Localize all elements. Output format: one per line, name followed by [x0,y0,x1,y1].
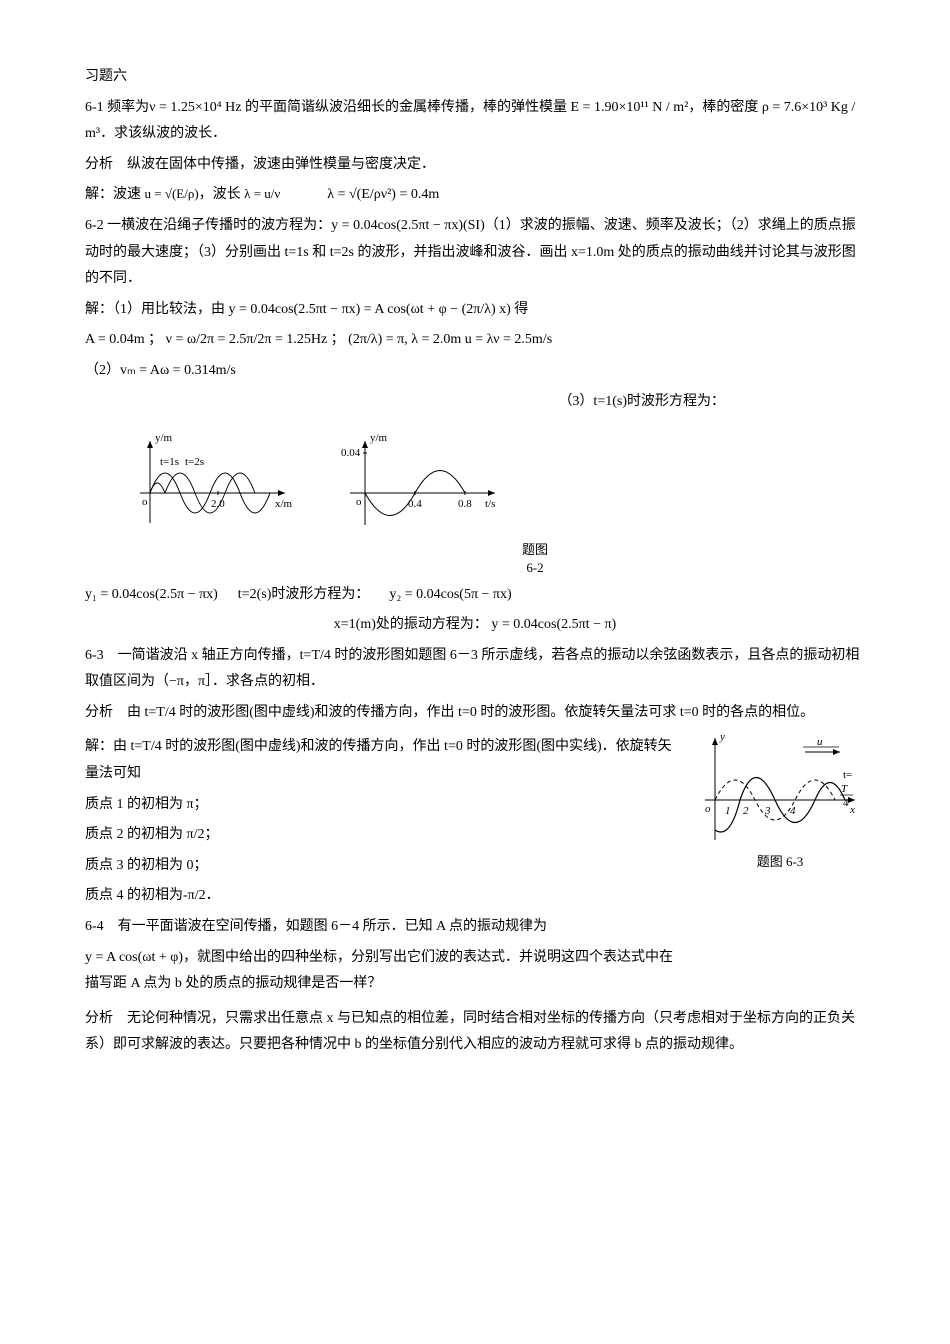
svg-text:T: T [841,783,848,795]
q63-analysis: 分析 由 t=T/4 时的波形图(图中虚线)和波的传播方向，作出 t=0 时的波… [85,700,865,727]
svg-text:3: 3 [764,805,771,817]
q62-x1-label: x=1(m)处的振动方程为： [334,617,488,632]
q62-sol1: 解：（1）用比较法，由 y = 0.04cos(2.5πt − πx) = A … [85,297,865,324]
svg-text:t=2s: t=2s [185,456,204,468]
q62-eq: y = 0.04cos(2.5πt − πx)(SI) [331,218,485,233]
svg-text:1: 1 [725,805,731,817]
q-6-2: 6-2 一横波在沿绳子传播时的波方程为：y = 0.04cos(2.5πt − … [85,213,865,293]
q61-sol-c: ，波长 [199,187,245,202]
q62-sol3: （2）vₘ = Aω = 0.314m/s [85,358,865,385]
svg-text:2: 2 [743,805,749,817]
q63-pt3: 质点 3 的初相为 0； [85,853,683,880]
figures-6-2: y/m x/m o t=1s t=2s 2.0 0.04 y/m t/s o 0… [125,433,865,533]
q64-eq: y = A cos(ωt + φ) [85,950,183,965]
q-6-3: 6-3 一简谐波沿 x 轴正方向传播，t=T/4 时的波形图如题图 6－3 所示… [85,643,865,696]
figure-6-2-left: y/m x/m o t=1s t=2s 2.0 [125,433,295,533]
q61-E: E = 1.90×10¹¹ N / m² [571,100,689,115]
svg-text:u: u [817,736,823,748]
svg-text:y/m: y/m [155,433,173,444]
svg-text:2.0: 2.0 [211,498,225,510]
svg-text:x/m: x/m [275,498,293,510]
q61-sol-a: 解：波速 [85,187,145,202]
q62-s1b: y = 0.04cos(2.5πt − πx) = A cos(ωt + φ −… [229,302,511,317]
figure-6-2-right: 0.04 y/m t/s o 0.4 0.8 [335,433,505,533]
q61-sol-result: λ = √(E/ρν²) = 0.4m [327,187,439,202]
q63-pt4: 质点 4 的初相为-π/2． [85,883,683,910]
fig-6-3-caption: 题图 6-3 [695,850,865,875]
q64-line2: y = A cos(ωt + φ)，就图中给出的四种坐标，分别写出它们波的表达式… [85,945,683,998]
svg-text:t/s: t/s [485,498,495,510]
q61-sol-u: u = √(E/ρ) [145,186,199,201]
fig-6-2-caption: 题图 6-2 [205,541,865,577]
q62-s1c: 得 [511,302,529,317]
q61-sol-lambda: λ = u/ν [244,186,280,201]
svg-text:t=1s: t=1s [160,456,179,468]
q62-y1-y2: y₁ = 0.04cos(2.5π − πx) t=2(s)时波形方程为： y₂… [85,582,865,609]
svg-text:4: 4 [790,805,796,817]
q61-solution: 解：波速 u = √(E/ρ)，波长 λ = u/ν λ = √(E/ρν²) … [85,182,865,209]
q64-analysis: 分析 无论何种情况，只需求出任意点 x 与已知点的相位差，同时结合相对坐标的传播… [85,1006,865,1059]
q61-text-c: 的平面简谐纵波沿细长的金属棒传播，棒的弹性模量 [242,100,571,115]
q63-solution: 解：由 t=T/4 时的波形图(图中虚线)和波的传播方向，作出 t=0 时的波形… [85,734,683,787]
q62-x1-eq: y = 0.04cos(2.5πt − π) [491,617,616,632]
q62-sol2: A = 0.04m ； ν = ω/2π = 2.5π/2π = 1.25Hz … [85,327,865,354]
q-6-1: 6-1 频率为ν = 1.25×10⁴ Hz 的平面简谐纵波沿细长的金属棒传播，… [85,95,865,148]
q63-pt1: 质点 1 的初相为 π； [85,792,683,819]
svg-text:o: o [142,496,148,508]
svg-text:4: 4 [843,797,849,809]
svg-text:0.8: 0.8 [458,498,472,510]
q62-x1: x=1(m)处的振动方程为： y = 0.04cos(2.5πt − π) [85,612,865,639]
svg-text:0.04: 0.04 [341,447,361,459]
svg-text:t=: t= [843,769,852,781]
svg-text:o: o [356,496,362,508]
q61-text-e: ，棒的密度 [688,100,762,115]
q62-a: 6-2 一横波在沿绳子传播时的波方程为： [85,218,331,233]
q62-y1: y₁ = 0.04cos(2.5π − πx) [85,582,218,609]
q61-nu: ν = 1.25×10⁴ Hz [149,100,241,115]
svg-text:o: o [705,803,711,815]
q61-text-a: 6-1 频率为 [85,100,149,115]
q62-sol4: （3）t=1(s)时波形方程为： [85,389,865,416]
q62-s1a: 解：（1）用比较法，由 [85,302,229,317]
fig-6-2-caption-text: 题图 6-2 [522,542,548,575]
q63-pt2: 质点 2 的初相为 π/2； [85,822,683,849]
q62-s3b: vₘ = Aω = 0.314m/s [120,363,236,378]
svg-text:y/m: y/m [370,433,388,444]
title: 习题六 [85,64,865,91]
q62-y2-label: t=2(s)时波形方程为： [238,582,370,609]
q-6-4: 6-4 有一平面谐波在空间传播，如题图 6－4 所示．已知 A 点的振动规律为 [85,914,683,941]
q61-analysis: 分析 纵波在固体中传播，波速由弹性模量与密度决定． [85,152,865,179]
q61-text-g: ．求该纵波的波长． [100,126,226,141]
q64-a: 6-4 有一平面谐波在空间传播，如题图 6－4 所示．已知 A 点的振动规律为 [85,919,547,934]
q62-y2: y₂ = 0.04cos(5π − πx) [389,582,511,609]
figure-6-3: u y x o 1 2 3 4 t= T 4 题图 6-3 [695,730,865,875]
svg-text:0.4: 0.4 [408,498,422,510]
svg-text:y: y [719,731,725,743]
svg-text:x: x [849,804,855,816]
q62-s3a: （2） [85,363,120,378]
